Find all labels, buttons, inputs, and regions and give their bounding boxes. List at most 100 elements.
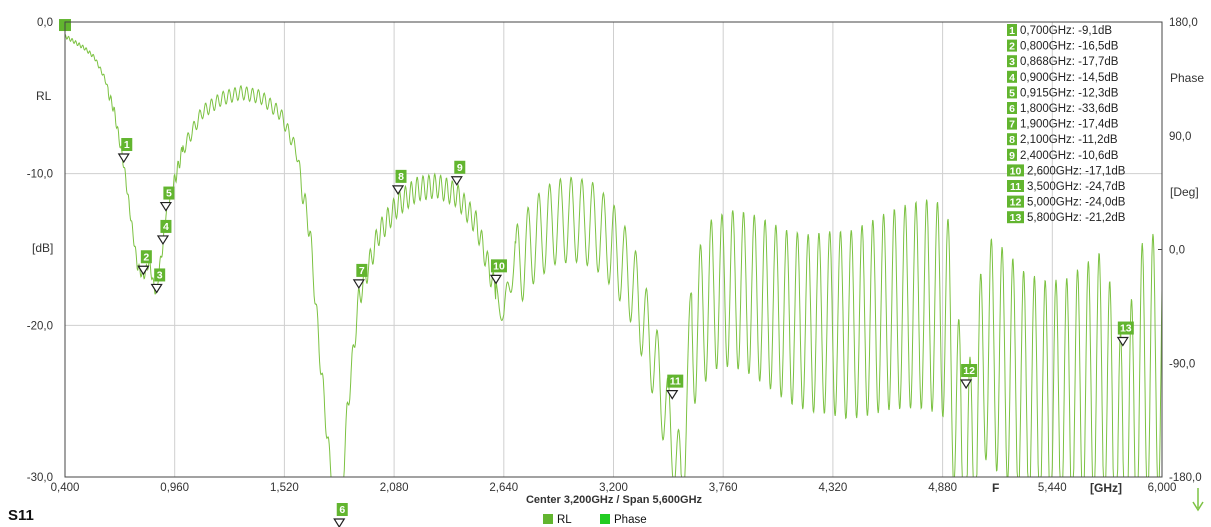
marker-triangle (666, 390, 679, 400)
y-tick-label: -20,0 (27, 320, 53, 332)
marker-list: 1 0,700GHz: -9,1dB 2 0,800GHz: -16,5dB 3 0,86… (1007, 24, 1126, 224)
legend-phase-label: Phase (614, 514, 647, 526)
marker-list-entry: 0,915GHz: -12,3dB (1020, 87, 1119, 99)
marker-label-box (356, 263, 368, 277)
x-tick-label: 1,520 (270, 482, 299, 494)
marker-triangle (352, 279, 365, 290)
deg-unit-label: [Deg] (1170, 185, 1199, 199)
marker-label-box (154, 268, 166, 282)
grid-layer: 0,400 0,960 1,520 2,080 2,640 3,200 3,760 4,320… (27, 17, 1202, 494)
marker-list-number: 7 (1009, 119, 1015, 131)
marker-list-badge (1007, 117, 1017, 130)
marker-list-badge (1007, 180, 1024, 192)
marker-list-badge (1007, 195, 1024, 208)
marker-5: 5 (159, 186, 175, 212)
plot-frame (64, 21, 1163, 478)
marker-number: 1 (124, 139, 130, 151)
marker-list-entry: 2,400GHz: -10,6dB (1020, 150, 1119, 162)
y-tick-label: 0,0 (37, 17, 53, 29)
marker-list-number: 3 (1009, 56, 1015, 68)
y2-tick-label: -180,0 (1169, 472, 1202, 484)
marker-list-entry: 2,600GHz: -17,1dB (1027, 165, 1126, 177)
marker-list-number: 11 (1010, 181, 1021, 193)
x-tick-label: 2,640 (489, 482, 518, 494)
f-label: F (992, 481, 999, 495)
legend-phase-swatch (600, 514, 610, 524)
legend-rl-label: RL (557, 514, 572, 526)
y2-tick-label: -90,0 (1169, 358, 1195, 370)
marker-triangle (1116, 336, 1129, 347)
marker-10: 10 (489, 259, 507, 285)
marker-number: 3 (157, 269, 163, 281)
rl-trace-layer (59, 19, 1163, 478)
marker-label-box (490, 259, 507, 273)
marker-list-entry: 5,000GHz: -24,0dB (1027, 197, 1126, 209)
marker-number: 2 (143, 251, 149, 263)
marker-triangle (137, 265, 150, 276)
marker-9: 9 (450, 160, 466, 186)
y2-tick-label: 0,0 (1169, 245, 1185, 257)
marker-number: 4 (163, 221, 169, 233)
phase-axis-label: Phase (1170, 71, 1204, 85)
y2-tick-label: 90,0 (1169, 131, 1191, 143)
marker-label-box (336, 503, 348, 516)
marker-list-badge (1007, 70, 1017, 83)
marker-triangle (150, 283, 163, 294)
chart-title: S11 (8, 507, 34, 524)
marker-list-badge (1007, 24, 1017, 36)
marker-number: 7 (359, 265, 365, 277)
x-tick-label: 6,000 (1148, 482, 1177, 494)
y-tick-label: -10,0 (27, 169, 53, 181)
marker-list-number: 4 (1009, 72, 1015, 84)
marker-triangle (960, 379, 973, 390)
marker-list-number: 2 (1009, 41, 1015, 53)
marker-7: 7 (352, 263, 368, 290)
rl-axis-label: RL (36, 89, 52, 103)
marker-label-box (121, 138, 133, 152)
marker-list-badge (1007, 164, 1024, 177)
marker-list-entry: 0,700GHz: -9,1dB (1020, 25, 1112, 37)
marker-list-badge (1007, 86, 1017, 99)
marker-1: 1 (117, 138, 133, 164)
marker-number: 13 (1120, 323, 1132, 335)
x-tick-label: 2,080 (380, 482, 409, 494)
marker-list-badge (1007, 211, 1024, 224)
marker-list-number: 1 (1009, 25, 1015, 37)
marker-triangle (333, 518, 346, 527)
marker-list-badge (1007, 133, 1017, 146)
down-arrow-icon[interactable] (1192, 488, 1204, 512)
legend-rl-swatch (543, 514, 553, 524)
marker-label-box (1117, 321, 1134, 335)
marker-list-entry: 0,900GHz: -14,5dB (1020, 72, 1119, 84)
marker-number: 9 (457, 162, 463, 174)
marker-number: 8 (398, 171, 404, 183)
x-tick-label: 4,880 (928, 482, 957, 494)
x-tick-label: 5,440 (1038, 482, 1067, 494)
axis-layer (64, 21, 1163, 478)
marker-list-entry: 3,500GHz: -24,7dB (1027, 181, 1126, 193)
x-unit-label: [GHz] (1090, 481, 1122, 495)
marker-label-box (395, 169, 407, 183)
y2-tick-label: 180,0 (1169, 17, 1198, 29)
marker-triangle (450, 176, 463, 186)
marker-list-entry: 0,800GHz: -16,5dB (1020, 41, 1119, 53)
marker-8: 8 (391, 169, 407, 195)
marker-list-number: 10 (1010, 165, 1022, 177)
marker-list-badge (1007, 39, 1017, 52)
marker-list-entry: 5,800GHz: -21,2dB (1027, 212, 1126, 224)
marker-list-badge (1007, 102, 1017, 114)
x-tick-label: 3,200 (599, 482, 628, 494)
marker-4: 4 (156, 219, 172, 246)
center-span-label: Center 3,200GHz / Span 5,600GHz (526, 494, 703, 506)
marker-11: 11 (666, 374, 684, 400)
marker-number: 12 (963, 365, 975, 377)
marker-13: 13 (1116, 321, 1134, 347)
marker-3: 3 (150, 268, 166, 294)
x-tick-label: 3,760 (709, 482, 738, 494)
marker-number: 10 (493, 260, 505, 272)
marker-triangle (391, 185, 405, 195)
marker-2: 2 (137, 250, 152, 276)
marker-list-entry: 1,900GHz: -17,4dB (1020, 119, 1119, 131)
